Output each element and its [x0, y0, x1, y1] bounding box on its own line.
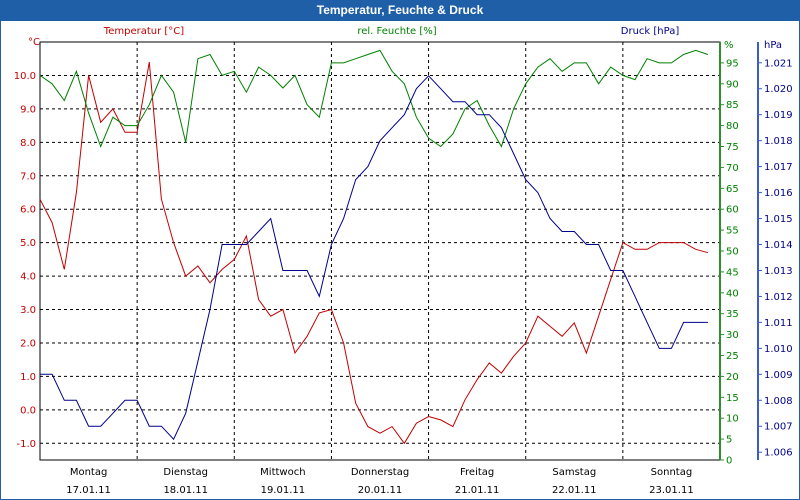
x-axis-date: 22.01.11 [552, 485, 597, 496]
humidity-tick-label: 55 [726, 226, 739, 237]
temperature-tick-label: 2.0 [20, 338, 36, 349]
temperature-axis: 10.0 9.0 8.0 7.0 6.0 5.0 4.0 3.0 2.0 1.0 0.0 -1.0 [14, 71, 36, 450]
pressure-tick-label: 1.008 [764, 396, 793, 407]
pressure-tick-label: 1.007 [764, 422, 793, 433]
legend-humidity: rel. Feuchte [%] [357, 26, 436, 37]
pressure-tick-label: 1.015 [764, 214, 793, 225]
temperature-tick-label: 5.0 [20, 238, 36, 249]
x-axis-date: 19.01.11 [261, 485, 306, 496]
humidity-tick-label: 25 [726, 351, 739, 362]
humidity-tick-label: 60 [726, 205, 739, 216]
x-axis-date: 20.01.11 [358, 485, 403, 496]
grid-lines [40, 42, 720, 460]
x-axis-date: 23.01.11 [649, 485, 694, 496]
x-axis-day-labels: Montag 17.01.11 Dienstag 18.01.11 Mittwoch 19… [66, 467, 693, 496]
temperature-tick-label: 6.0 [20, 205, 36, 216]
temperature-tick-label: -1.0 [16, 439, 36, 450]
pressure-tick-label: 1.014 [764, 240, 793, 251]
pressure-tick-label: 1.012 [764, 292, 793, 303]
humidity-tick-label: 30 [726, 330, 739, 341]
pressure-tick-label: 1.010 [764, 344, 793, 355]
pressure-tick-label: 1.018 [764, 136, 793, 147]
window-title: Temperatur, Feuchte & Druck [0, 0, 800, 21]
pressure-tick-label: 1.006 [764, 448, 793, 459]
humidity-tick-label: 90 [726, 79, 739, 90]
humidity-tick-label: 70 [726, 163, 739, 174]
x-axis-day-name: Montag [70, 467, 107, 478]
pressure-tick-label: 1.013 [764, 266, 793, 277]
pressure-axis-unit: hPa [764, 40, 782, 51]
x-axis-date: 17.01.11 [66, 485, 111, 496]
pressure-tick-label: 1.016 [764, 188, 793, 199]
x-axis-day-name: Dienstag [163, 467, 208, 478]
humidity-tick-label: 20 [726, 372, 739, 383]
humidity-tick-label: 15 [726, 393, 739, 404]
temperature-tick-label: 8.0 [20, 138, 36, 149]
pressure-tick-label: 1.019 [764, 110, 793, 121]
x-axis-date: 18.01.11 [163, 485, 208, 496]
pressure-tick-label: 1.021 [764, 58, 793, 69]
pressure-tick-label: 1.011 [764, 318, 793, 329]
humidity-tick-label: 40 [726, 288, 739, 299]
humidity-tick-label: 85 [726, 100, 739, 111]
humidity-line [39, 49, 709, 148]
temperature-tick-label: 3.0 [20, 305, 36, 316]
temperature-tick-label: 10.0 [14, 71, 36, 82]
temperature-tick-label: 4.0 [20, 272, 36, 283]
humidity-tick-label: 10 [726, 414, 739, 425]
pressure-tick-label: 1.020 [764, 84, 793, 95]
humidity-tick-label: 50 [726, 247, 739, 258]
humidity-tick-label: 0 [726, 456, 732, 467]
x-axis-day-name: Sonntag [651, 467, 693, 478]
temperature-tick-label: 0.0 [20, 405, 36, 416]
x-axis-day-name: Freitag [460, 467, 494, 478]
x-axis-date: 21.01.11 [455, 485, 500, 496]
pressure-tick-label: 1.009 [764, 370, 793, 381]
x-axis-day-name: Samstag [552, 467, 596, 478]
temperature-tick-label: 1.0 [20, 372, 36, 383]
humidity-tick-label: 5 [726, 435, 732, 446]
x-axis-day-name: Donnerstag [351, 467, 409, 478]
temperature-axis-unit: °C [28, 37, 40, 48]
x-axis-day-name: Mittwoch [260, 467, 305, 478]
pressure-line [40, 75, 708, 441]
humidity-axis-unit: % [724, 40, 734, 51]
temperature-tick-label: 9.0 [20, 104, 36, 115]
pressure-axis: 1.021 1.020 1.019 1.018 1.017 1.016 1.015 1.014… [758, 58, 793, 459]
pressure-tick-label: 1.017 [764, 162, 793, 173]
humidity-tick-label: 65 [726, 184, 739, 195]
humidity-tick-label: 45 [726, 267, 739, 278]
humidity-tick-label: 80 [726, 121, 739, 132]
humidity-tick-label: 75 [726, 142, 739, 153]
humidity-tick-label: 95 [726, 58, 739, 69]
humidity-tick-label: 35 [726, 309, 739, 320]
series-lines [39, 49, 709, 445]
legend-temperature: Temperatur [°C] [103, 26, 184, 37]
temperature-line [39, 62, 709, 445]
temperature-tick-label: 7.0 [20, 171, 36, 182]
legend-pressure: Druck [hPa] [621, 26, 680, 37]
